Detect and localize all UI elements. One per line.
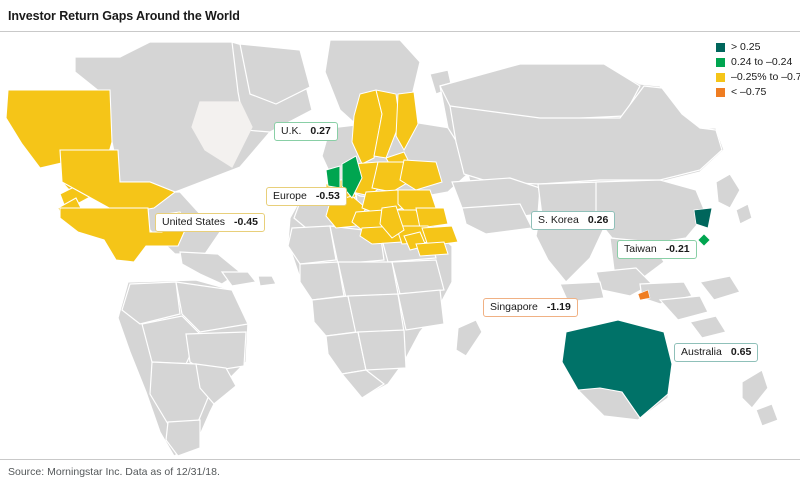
callout-united-states-name: United States <box>162 216 226 228</box>
callout-uk-name: U.K. <box>281 125 302 137</box>
legend-color-swatch-icon <box>716 87 725 97</box>
region-singapore <box>637 289 651 301</box>
region-australia <box>561 319 673 419</box>
region-uk <box>325 155 363 199</box>
legend-item[interactable]: > 0.25 <box>716 41 800 53</box>
legend-color-swatch-icon <box>716 42 725 52</box>
callout-europe-value: -0.53 <box>315 190 340 202</box>
callout-united-states[interactable]: United States -0.45 <box>155 213 265 233</box>
callout-australia-name: Australia <box>681 346 722 358</box>
legend-item[interactable]: 0.24 to –0.24 <box>716 56 800 68</box>
callout-singapore[interactable]: Singapore -1.19 <box>483 298 578 318</box>
callout-uk-value: 0.27 <box>310 125 331 137</box>
callout-uk[interactable]: U.K. 0.27 <box>274 122 338 142</box>
legend-item-label: –0.25% to –0.74 <box>731 70 800 83</box>
callout-singapore-value: -1.19 <box>546 301 571 313</box>
footer-divider <box>0 459 800 460</box>
legend-color-swatch-icon <box>716 72 725 82</box>
callout-australia[interactable]: Australia 0.65 <box>674 343 759 363</box>
callout-s-korea-name: S. Korea <box>538 214 579 226</box>
callout-europe-name: Europe <box>273 190 307 202</box>
page-title: Investor Return Gaps Around the World <box>8 9 240 23</box>
callout-australia-value: 0.65 <box>730 346 752 358</box>
callout-taiwan[interactable]: Taiwan -0.21 <box>617 240 697 260</box>
callout-s-korea-value: 0.26 <box>587 214 609 226</box>
callout-taiwan-name: Taiwan <box>624 243 657 255</box>
legend-color-swatch-icon <box>716 57 725 67</box>
callout-europe[interactable]: Europe -0.53 <box>266 187 347 207</box>
source-note: Source: Morningstar Inc. Data as of 12/3… <box>8 466 220 478</box>
callout-s-korea[interactable]: S. Korea 0.26 <box>531 211 616 231</box>
legend: > 0.25 0.24 to –0.24 –0.25% to –0.74 < –… <box>716 41 800 98</box>
legend-item[interactable]: < –0.75 <box>716 86 800 98</box>
region-taiwan <box>697 233 711 247</box>
legend-item-label: < –0.75 <box>731 85 767 98</box>
legend-item-label: 0.24 to –0.24 <box>731 55 793 68</box>
region-united-states <box>5 89 187 263</box>
legend-item[interactable]: –0.25% to –0.74 <box>716 71 800 83</box>
region-s-korea <box>693 207 713 229</box>
title-divider <box>0 31 800 32</box>
callout-united-states-value: -0.45 <box>234 216 258 228</box>
callout-taiwan-value: -0.21 <box>665 243 690 255</box>
legend-item-label: > 0.25 <box>731 40 761 53</box>
world-map <box>0 32 800 459</box>
callout-singapore-name: Singapore <box>490 301 538 313</box>
